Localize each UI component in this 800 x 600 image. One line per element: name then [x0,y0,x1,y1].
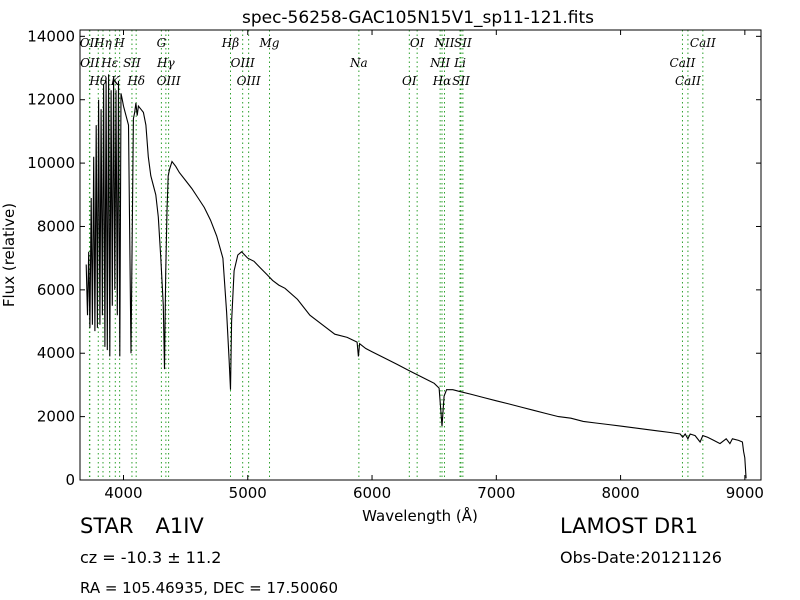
line-label: Hθ [88,74,107,88]
line-label: OIII [237,74,261,88]
x-tick-label: 8000 [601,484,639,502]
line-label: Li [453,56,466,70]
line-label: CaII [675,74,701,88]
chart-title: spec-56258-GAC105N15V1_sp11-121.fits [242,8,594,28]
x-tick-label: 4000 [104,484,142,502]
x-axis-label: Wavelength (Å) [362,506,478,525]
line-label: OII [80,36,100,50]
line-label: OIII [157,74,181,88]
y-tick-label: 12000 [27,91,75,109]
line-label: SII [452,74,470,88]
line-label: Hβ [221,36,239,50]
survey-label: LAMOST DR1 [560,514,699,538]
line-label: Hγ [156,56,175,70]
obs-date-text: Obs-Date:20121126 [560,548,722,567]
y-tick-label: 6000 [37,281,75,299]
spectral-line-labels: OII OII Hθ Hη Hε K H SII Hδ G Hγ OIII Hβ OIII OIII Mg Na… [80,36,716,88]
y-tick-label: 14000 [27,27,75,45]
line-label: CaII [670,56,696,70]
spectrum-line [85,74,747,479]
line-label: OI [410,36,425,50]
line-label: SII [454,36,472,50]
x-tick-label: 7000 [477,484,515,502]
y-axis-label: Flux (relative) [0,203,18,307]
line-label: Mg [259,36,280,50]
y-tick-label: 2000 [37,408,75,426]
object-class: STAR A1IV [80,514,204,538]
y-tick-label: 8000 [37,217,75,235]
line-label: Hη [93,36,112,50]
plot-frame [79,29,762,481]
line-label: Na [349,56,368,70]
redshift-text: cz = -10.3 ± 11.2 [80,548,222,567]
spectral-line-markers [88,30,704,480]
axis-ticks: 4000 5000 6000 7000 8000 9000 0 2000 4000 6000 800… [27,27,764,502]
coordinates-text: RA = 105.46935, DEC = 17.50060 [80,579,339,597]
line-label: OIII [231,56,255,70]
line-label: K [110,74,121,88]
line-label: Hδ [126,74,145,88]
x-tick-label: 6000 [353,484,391,502]
x-tick-label: 5000 [229,484,267,502]
subclass-label: A1IV [155,514,204,538]
y-tick-label: 4000 [37,344,75,362]
class-label: STAR [80,514,134,538]
y-tick-label: 0 [65,471,75,489]
line-label: NII [429,56,450,70]
line-label: Hε [100,56,118,70]
line-label: H [113,36,125,50]
line-label: OI [402,74,417,88]
line-label: G [157,36,167,50]
line-label: NII [433,36,454,50]
line-label: CaII [690,36,716,50]
line-label: OII [80,56,100,70]
line-label: SII [123,56,141,70]
line-label: Hα [432,74,452,88]
x-tick-label: 9000 [726,484,764,502]
y-tick-label: 10000 [27,154,75,172]
